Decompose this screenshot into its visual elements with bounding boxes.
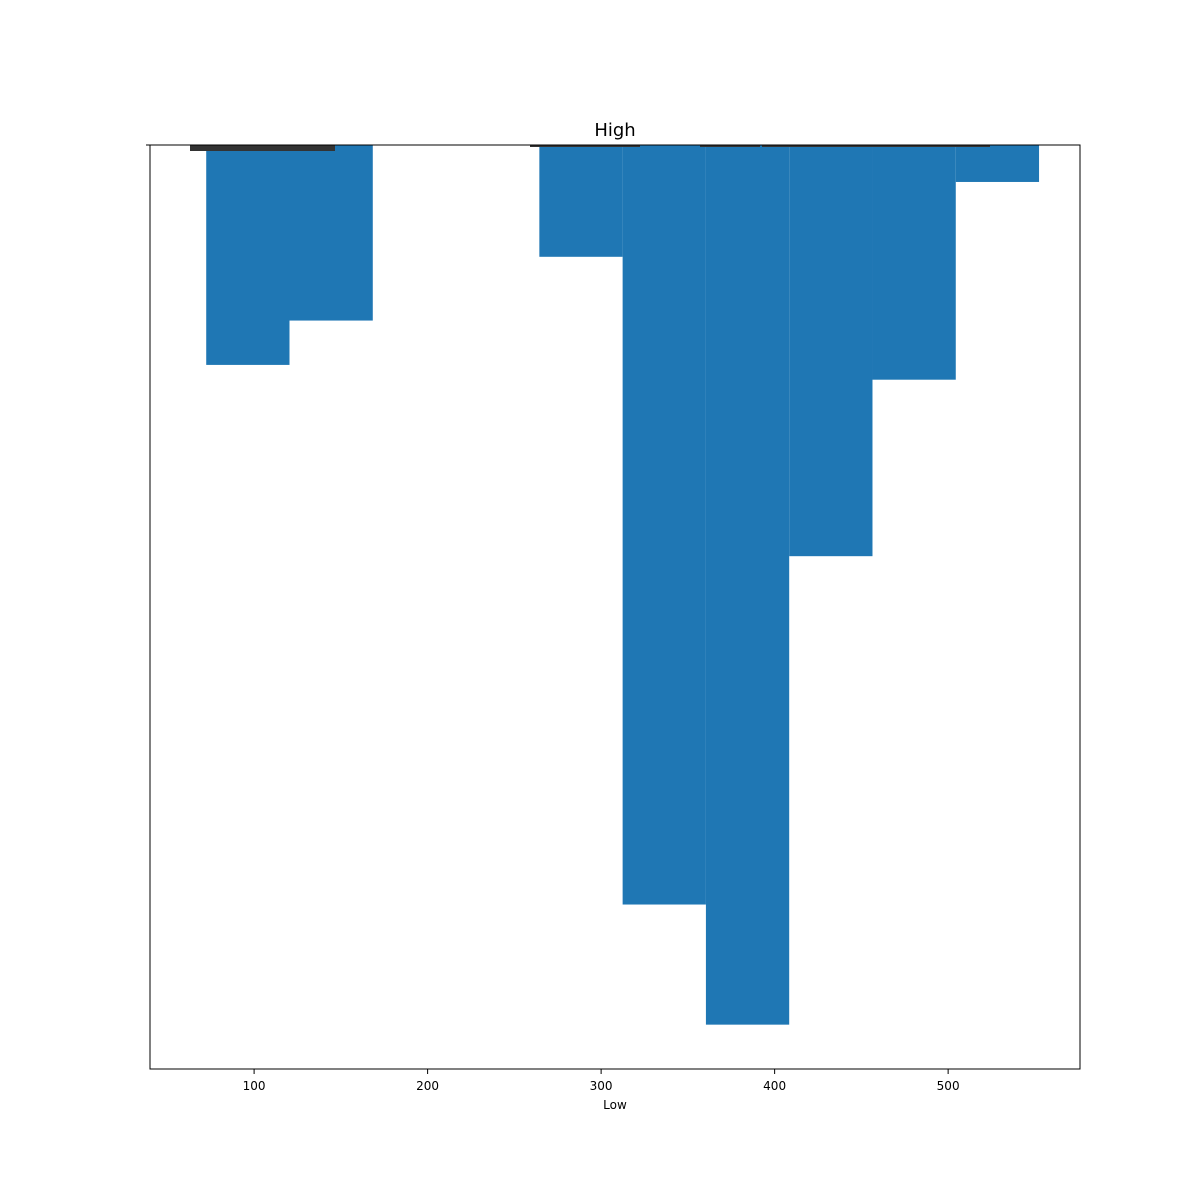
x-tick-label: 500	[937, 1079, 960, 1093]
bar-8	[955, 145, 1040, 182]
x-axis-label: Low	[603, 1098, 627, 1112]
top-mark	[700, 145, 760, 147]
x-tick-label: 100	[243, 1079, 266, 1093]
x-tick-label: 200	[416, 1079, 439, 1093]
x-tick-label: 400	[763, 1079, 786, 1093]
top-mark	[762, 145, 990, 147]
top-mark	[530, 145, 640, 147]
bar-5	[705, 145, 790, 1025]
bars-group	[206, 145, 1040, 1025]
bar-2	[289, 145, 373, 321]
chart-title: High	[594, 120, 635, 141]
bar-3	[539, 145, 623, 257]
plot-frame	[149, 144, 1081, 1070]
bar-1	[206, 145, 290, 365]
top-edge-marks	[190, 145, 990, 151]
bar-7	[872, 145, 956, 380]
x-axis-ticks: 100 200 300 400 500	[243, 1069, 960, 1093]
bar-6	[789, 145, 873, 557]
bar-4	[622, 145, 706, 905]
top-mark	[190, 145, 335, 151]
x-tick-label: 300	[590, 1079, 613, 1093]
